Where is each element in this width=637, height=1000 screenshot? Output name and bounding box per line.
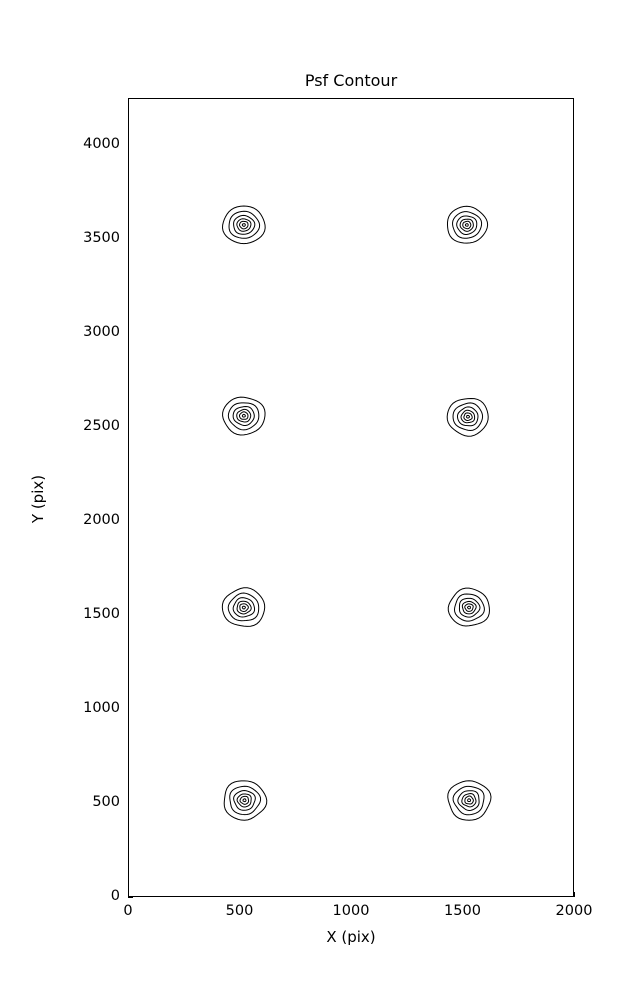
contour-ring <box>236 793 252 808</box>
x-tick-label: 0 <box>123 903 133 919</box>
contour-ring <box>467 798 472 803</box>
contour-ring <box>456 406 479 427</box>
contour-ring <box>242 798 247 803</box>
contour-ring <box>452 211 483 239</box>
contour-ring <box>233 214 256 235</box>
contour-ring <box>239 603 249 612</box>
x-tick-label: 2000 <box>555 903 593 919</box>
contour-ring <box>457 790 480 811</box>
psf-contour-group <box>447 587 490 627</box>
contour-ring <box>236 600 252 615</box>
contour-ring <box>464 223 469 227</box>
y-tick-label: 2000 <box>83 512 120 528</box>
y-tick-label: 3500 <box>83 230 120 246</box>
page-title: Psf Contour <box>304 71 398 90</box>
x-tick-label: 500 <box>225 903 254 919</box>
contour-ring <box>452 785 485 816</box>
contour-ring <box>236 408 252 423</box>
contour-ring <box>241 223 246 227</box>
contour-ring <box>464 795 474 805</box>
contour-ring <box>221 587 266 627</box>
contour-ring <box>223 780 268 821</box>
contour-ring <box>227 402 260 431</box>
contour-ring <box>459 218 474 232</box>
contour-ring <box>233 790 256 811</box>
contour-ring <box>461 600 477 615</box>
contour-ring <box>446 205 489 244</box>
contour-ring <box>447 587 490 627</box>
contour-ring <box>462 220 472 230</box>
x-axis-label: X (pix) <box>326 928 376 946</box>
x-tick-label: 1500 <box>444 903 481 919</box>
contour-ring <box>232 405 255 427</box>
contour-ring <box>458 597 481 618</box>
contour-ring <box>453 593 485 622</box>
y-tick-label: 0 <box>110 888 120 904</box>
y-axis-label: Y (pix) <box>29 474 47 524</box>
x-tick-label: 1000 <box>332 903 370 919</box>
y-tick-label: 2500 <box>83 418 120 434</box>
psf-contour-group <box>447 780 492 821</box>
contour-ring <box>229 785 262 816</box>
psf-contour-group <box>222 396 266 436</box>
y-tick-label: 1500 <box>83 606 120 622</box>
contour-ring <box>222 205 266 245</box>
psf-contour-group <box>222 205 266 245</box>
plot-area <box>128 98 574 897</box>
contour-ring <box>463 412 473 421</box>
contour-ring <box>464 603 474 612</box>
psf-contour-group <box>446 205 489 244</box>
contour-ring <box>232 597 256 618</box>
y-tick-label: 4000 <box>83 136 120 152</box>
contour-ring <box>239 220 249 230</box>
contour-ring <box>460 409 476 424</box>
contour-ring <box>241 605 246 610</box>
contour-ring <box>236 218 252 232</box>
contour-canvas <box>221 205 492 821</box>
y-tick-mark <box>128 897 133 898</box>
contour-ring <box>456 215 478 235</box>
psf-contour-group <box>223 780 268 821</box>
psf-contour-group <box>221 587 266 627</box>
psf-contour-group <box>446 397 489 437</box>
contour-ring <box>467 605 471 610</box>
contour-ring <box>446 397 489 437</box>
contour-ring <box>222 396 266 436</box>
contour-ring <box>238 411 249 420</box>
contour-ring <box>239 795 250 805</box>
x-tick-mark <box>574 892 575 897</box>
contour-ring <box>461 793 477 808</box>
contour-ring <box>228 210 261 239</box>
contour-ring <box>227 592 260 622</box>
contour-ring <box>452 402 484 431</box>
contour-ring <box>241 413 246 418</box>
contour-ring <box>466 414 471 419</box>
y-tick-label: 1000 <box>83 700 120 716</box>
y-tick-label: 500 <box>92 794 120 810</box>
y-tick-label: 3000 <box>83 324 120 340</box>
contour-ring <box>447 780 492 821</box>
